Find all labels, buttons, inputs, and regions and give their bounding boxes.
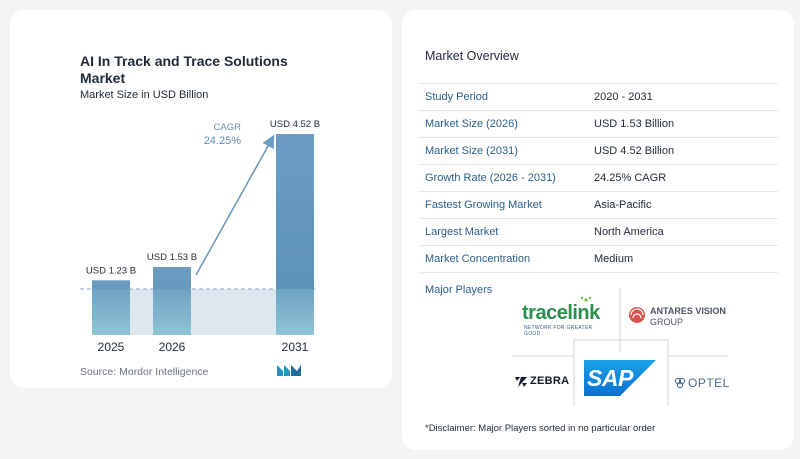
overview-row: Market Size (2031) USD 4.52 Billion (418, 137, 778, 164)
bar-lower-2025 (92, 289, 130, 335)
optel-logo: OPTEL (674, 376, 730, 392)
overview-row-value: 24.25% CAGR (594, 172, 667, 184)
overview-row: Study Period 2020 - 2031 (418, 83, 778, 110)
chart-title: AI In Track and Trace Solutions Market (80, 53, 288, 86)
overview-row: Market Size (2026) USD 1.53 Billion (418, 110, 778, 137)
overview-row-label: Market Size (2026) (425, 118, 518, 130)
cagr-arrow (195, 134, 275, 276)
overview-title: Market Overview (425, 49, 519, 63)
overview-divider (418, 272, 778, 273)
sap-name: SAP (587, 365, 633, 391)
antares-line1: ANTARES VISION (650, 306, 726, 316)
optel-name: OPTEL (688, 376, 730, 390)
overview-row: Largest Market North America (418, 218, 778, 245)
bar-lower-2031 (276, 289, 314, 335)
overview-row: Market Concentration Medium (418, 245, 778, 272)
antares-vision-logo: ANTARES VISION GROUP (628, 304, 728, 328)
x-tick-label: 2026 (159, 340, 186, 354)
overview-row-value: USD 1.53 Billion (594, 118, 675, 130)
tracelink-tagline: NETWORK FOR GREATER GOOD (524, 325, 593, 337)
data-label: USD 1.23 B (86, 265, 136, 276)
tracelink-name: tracelink (522, 302, 600, 324)
data-label: USD 4.52 B (270, 119, 320, 130)
chart-subtitle: Market Size in USD Billion (80, 89, 209, 101)
source-text: Source: Mordor Intelligence (80, 366, 209, 378)
overview-row: Fastest Growing Market Asia-Pacific (418, 191, 778, 218)
data-label: USD 1.53 B (147, 252, 197, 263)
overview-row-label: Market Concentration (425, 253, 531, 265)
cagr-label: CAGR (214, 122, 242, 133)
x-tick-label: 2025 (98, 340, 125, 354)
bar-chart: USD 1.23 B 2025 USD 1.53 B 2026 USD 4.52 B 20… (80, 119, 320, 354)
zebra-icon (515, 377, 527, 387)
overview-row-label: Largest Market (425, 226, 499, 238)
players-title: Major Players (425, 284, 493, 296)
overview-row-value: 2020 - 2031 (594, 91, 653, 103)
zebra-logo: ZEBRA (514, 374, 574, 390)
disclaimer-text: *Disclaimer: Major Players sorted in no … (425, 423, 656, 434)
bar-lower-2026 (153, 289, 191, 335)
optel-icon (674, 377, 686, 389)
sap-logo: SAP (584, 360, 656, 396)
overview-row-value: North America (594, 226, 664, 238)
overview-row-value: Asia-Pacific (594, 199, 652, 211)
overview-row-value: USD 4.52 Billion (594, 145, 675, 157)
overview-row-label: Growth Rate (2026 - 2031) (425, 172, 556, 184)
overview-row-value: Medium (594, 253, 634, 265)
overview-row-label: Market Size (2031) (425, 145, 518, 157)
overview-row-label: Study Period (425, 91, 488, 103)
overview-row-label: Fastest Growing Market (425, 199, 542, 211)
zebra-name: ZEBRA (530, 375, 570, 387)
tracelink-logo: tracelink NETWORK FOR GREATER GOOD (520, 296, 610, 337)
x-tick-label: 2031 (282, 340, 309, 354)
overview-row: Growth Rate (2026 - 2031) 24.25% CAGR (418, 164, 778, 191)
antares-line2: GROUP (650, 317, 684, 327)
antares-icon (629, 307, 645, 323)
cagr-value: 24.25% (204, 135, 242, 147)
mordor-logo-icon (277, 365, 301, 376)
